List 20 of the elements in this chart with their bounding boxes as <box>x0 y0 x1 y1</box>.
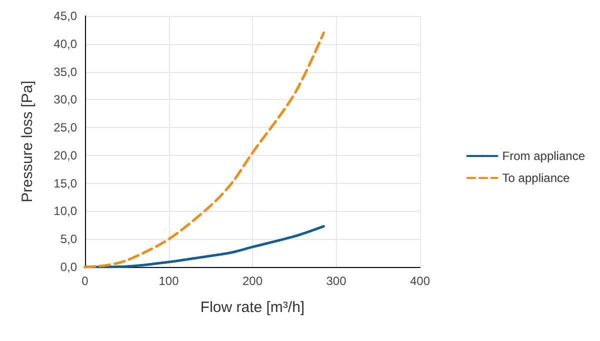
y-tick-label: 20,0 <box>54 148 78 162</box>
y-tick-label: 15,0 <box>54 176 78 190</box>
x-tick-label: 400 <box>410 274 430 288</box>
y-tick-label: 35,0 <box>54 64 78 79</box>
x-axis-title: Flow rate [m³/h] <box>200 299 305 316</box>
y-axis-title: Pressure loss [Pa] <box>19 80 36 202</box>
legend-label: To appliance <box>502 171 570 185</box>
y-tick-label: 10,0 <box>54 204 78 218</box>
y-tick-label: 5,0 <box>60 232 78 246</box>
y-tick-label: 45,0 <box>54 9 78 23</box>
x-tick-label: 300 <box>326 274 347 288</box>
y-tick-label: 40,0 <box>54 36 78 51</box>
y-tick-label: 25,0 <box>54 120 78 135</box>
y-tick-label: 0,0 <box>60 260 78 274</box>
y-tick-label: 30,0 <box>54 92 78 107</box>
x-tick-label: 100 <box>158 274 180 288</box>
x-tick-label: 0 <box>82 274 89 288</box>
x-tick-label: 200 <box>242 274 263 288</box>
line-series <box>84 31 325 268</box>
legend-label: From appliance <box>502 149 586 163</box>
